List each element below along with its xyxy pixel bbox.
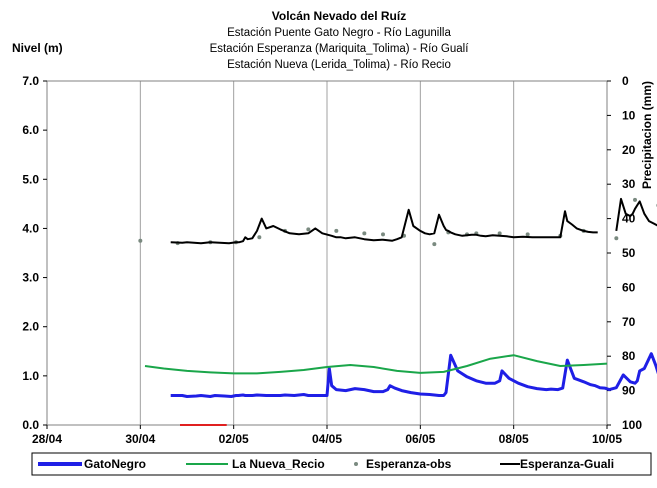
- x-tick-label: 08/05: [499, 432, 529, 446]
- y2-axis-label: Precipitacion (mm): [640, 81, 654, 189]
- legend-label-gatonegro: GatoNegro: [84, 457, 146, 471]
- legend-label-esperanza-guali: Esperanza-Guali: [520, 457, 614, 471]
- legend-label-la-nueva-recio: La Nueva_Recio: [232, 457, 325, 471]
- y2-tick-label: 80: [622, 349, 636, 363]
- y-tick-label: 6.0: [22, 123, 39, 137]
- series-line-esperanza-guali-segment-1: [170, 208, 598, 245]
- y-tick-label: 2.0: [22, 320, 39, 334]
- chart-subtitle-1: Estación Puente Gato Negro - Río Lagunil…: [227, 27, 451, 39]
- y2-tick-label: 0: [622, 74, 629, 88]
- x-tick-label: 28/04: [32, 432, 62, 446]
- y2-tick-label: 50: [622, 246, 636, 260]
- series-point-esperanza-obs: [432, 242, 437, 247]
- legend: GatoNegro La Nueva_Recio Esperanza-obs E…: [31, 452, 652, 476]
- y2-tick-label: 90: [622, 384, 636, 398]
- series-line-la-nueva-recio: [144, 354, 608, 375]
- y2-tick-label: 100: [622, 418, 642, 432]
- y-tick-label: 7.0: [22, 74, 39, 88]
- series-layer: [138, 197, 657, 426]
- series-point-esperanza-obs: [633, 197, 637, 202]
- y2-tick-label: 70: [622, 315, 636, 329]
- grid-layer: [139, 81, 515, 425]
- y-tick-label: 0.0: [22, 418, 39, 432]
- x-tick-label: 06/05: [405, 432, 435, 446]
- legend-swatch-esperanza-obs: [354, 462, 358, 466]
- series-point-esperanza-obs: [381, 232, 385, 237]
- y-tick-label: 5.0: [22, 172, 39, 186]
- x-tick-label: 04/05: [312, 432, 342, 446]
- series-point-esperanza-obs: [257, 235, 262, 240]
- series-point-esperanza-obs: [334, 228, 339, 233]
- series-point-esperanza-obs: [138, 238, 143, 243]
- series-point-esperanza-obs: [614, 236, 619, 241]
- y-tick-label: 1.0: [22, 369, 39, 383]
- chart-title: Volcán Nevado del Ruíz: [272, 9, 406, 23]
- series-point-esperanza-obs: [306, 227, 311, 232]
- chart-subtitle-3: Estación Nueva (Lerida_Tolima) - Río Rec…: [227, 59, 451, 71]
- series-line-gatonegro: [170, 352, 657, 398]
- legend-label-esperanza-obs: Esperanza-obs: [366, 457, 452, 471]
- x-tick-label: 10/05: [592, 432, 622, 446]
- series-point-esperanza-obs: [497, 231, 502, 236]
- series-point-esperanza-obs: [525, 232, 530, 237]
- y-tick-label: 4.0: [22, 221, 39, 235]
- series-point-esperanza-obs: [362, 231, 367, 236]
- y-tick-label: 3.0: [22, 271, 39, 285]
- x-tick-label: 30/04: [125, 432, 155, 446]
- y2-tick-label: 10: [622, 108, 636, 122]
- y2-tick-label: 20: [622, 143, 636, 157]
- y-axis-label: Nivel (m): [12, 41, 63, 55]
- y2-tick-label: 30: [622, 177, 636, 191]
- chart-subtitle-2: Estación Esperanza (Mariquita_Tolima) - …: [210, 43, 470, 55]
- y2-tick-label: 60: [622, 280, 636, 294]
- x-tick-label: 02/05: [219, 432, 249, 446]
- series-line-esperanza-guali-segment-2: [615, 197, 657, 232]
- legend-frame: [31, 452, 652, 476]
